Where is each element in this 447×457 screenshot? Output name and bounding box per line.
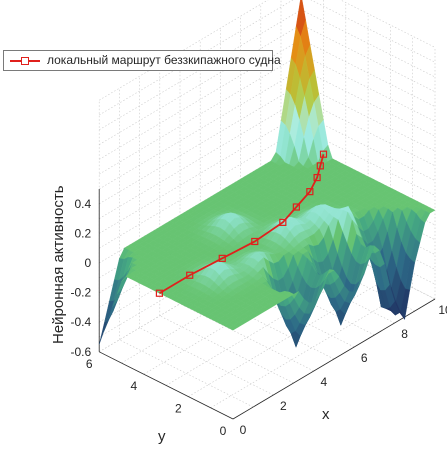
y-tick-label: 6	[86, 357, 93, 371]
grid-line	[99, 201, 302, 323]
grid-line	[165, 265, 369, 386]
route-marker	[313, 173, 321, 182]
grid-line	[301, 53, 436, 122]
route-series	[155, 150, 328, 297]
grid-line	[301, 98, 436, 167]
grid-line	[119, 339, 254, 408]
grid-line	[99, 98, 302, 219]
x-tick-label: 8	[401, 327, 408, 341]
grid-line	[99, 9, 302, 131]
grid-line	[99, 83, 302, 205]
grid-line	[301, 68, 436, 137]
grid-line	[99, 216, 302, 338]
grid-line	[301, 24, 436, 93]
grid-line	[310, 0, 436, 63]
grid-line	[143, 253, 346, 375]
y-axis-line	[99, 351, 234, 420]
x-axis-line	[232, 298, 436, 420]
route-marker	[316, 162, 324, 170]
grid-line	[200, 291, 335, 360]
grid-line	[99, 53, 302, 175]
z-axis-label: Нейронная активность	[50, 185, 67, 344]
grid-line	[301, 9, 436, 78]
route-marker	[155, 289, 164, 297]
grid-line	[339, 0, 436, 48]
x-tick-label: 6	[361, 351, 368, 365]
grid-line	[210, 287, 413, 409]
surface-patch	[228, 324, 239, 331]
legend-square-marker-icon	[21, 57, 29, 65]
grid-line	[179, 303, 314, 372]
grid-line	[99, 231, 302, 353]
route-marker	[186, 271, 194, 279]
z-tick-label: 0.4	[75, 197, 92, 211]
grid-line	[301, 83, 436, 152]
z-tick-label: 0	[85, 256, 92, 270]
grid-line	[99, 39, 302, 160]
z-tick-label: -0.6	[71, 345, 92, 359]
x-tick-label: 2	[280, 399, 287, 413]
grid-line	[99, 0, 294, 116]
route-marker	[319, 150, 328, 158]
z-tick-label: 0.2	[75, 226, 92, 240]
grid-line	[99, 127, 302, 249]
z-tick-label: -0.4	[71, 315, 92, 329]
legend-label: локальный маршрут беззкипажного судна	[47, 53, 281, 67]
grid-line	[121, 242, 324, 364]
tick-labels: 0 2 4 6 8 10 0 2 4 6 0.4 0.2 0 -0.2 -0.4 -0.6	[71, 197, 447, 438]
route-marker	[306, 188, 314, 196]
grid-line	[99, 113, 302, 234]
y-axis-label: y	[158, 428, 166, 445]
grid-line	[99, 0, 269, 101]
grid-line	[188, 276, 391, 397]
grid-line	[99, 187, 302, 308]
x-axis-label: x	[322, 406, 330, 423]
y-tick-label: 4	[130, 379, 137, 393]
grid-line	[301, 39, 436, 107]
y-tick-label: 0	[220, 424, 227, 438]
route-line	[158, 153, 325, 295]
z-tick-label: -0.2	[71, 286, 92, 300]
grid-line	[99, 24, 302, 145]
route-marker	[251, 237, 259, 246]
x-tick-label: 4	[320, 375, 327, 389]
y-tick-label: 2	[175, 402, 182, 416]
grid-line	[99, 68, 302, 190]
route-marker	[279, 218, 287, 226]
route-marker	[218, 254, 226, 262]
x-tick-label: 10	[438, 303, 447, 317]
x-tick-label: 0	[240, 423, 247, 437]
route-marker	[292, 203, 300, 211]
legend: локальный маршрут беззкипажного судна	[3, 50, 281, 71]
